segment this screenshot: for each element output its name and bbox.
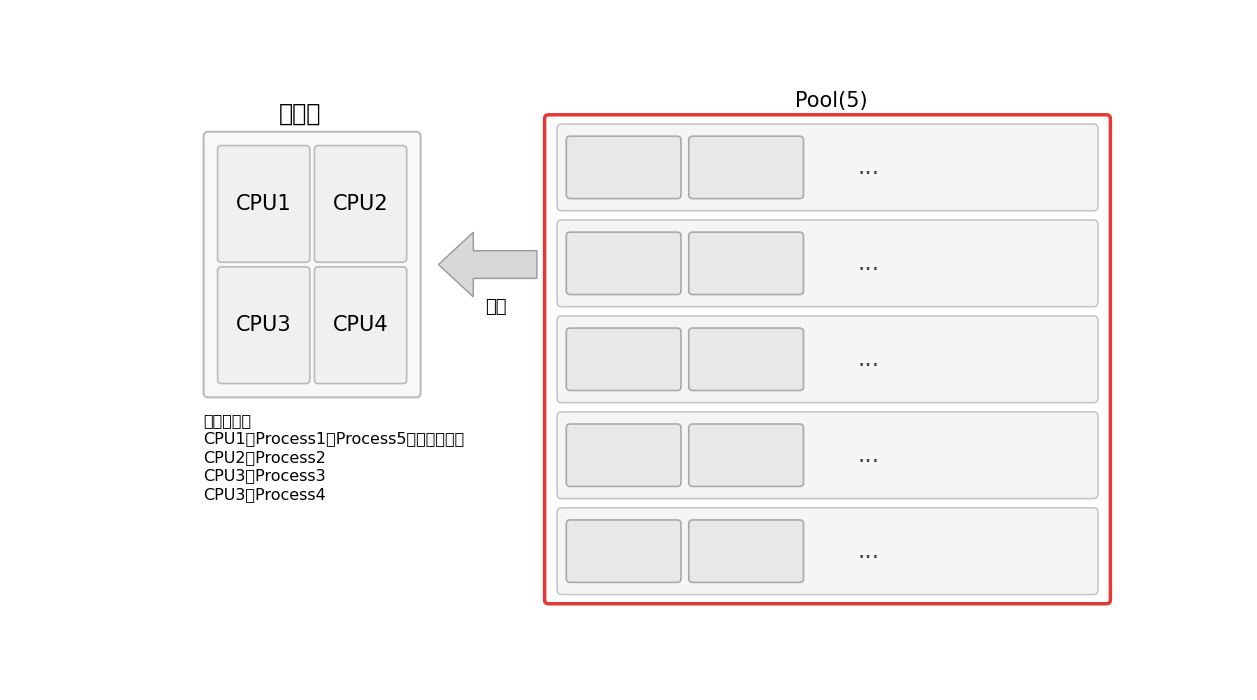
Text: CPU3：Process4: CPU3：Process4 <box>204 486 327 502</box>
FancyBboxPatch shape <box>557 316 1097 402</box>
Text: Process 3: Process 3 <box>585 350 664 368</box>
Text: CPU3: CPU3 <box>236 315 292 335</box>
FancyBboxPatch shape <box>557 124 1097 211</box>
Text: Process 4: Process 4 <box>585 446 664 464</box>
FancyBboxPatch shape <box>544 115 1110 603</box>
Text: CPU4: CPU4 <box>333 315 388 335</box>
FancyBboxPatch shape <box>567 424 681 486</box>
Text: Process 2: Process 2 <box>585 254 664 272</box>
Text: Process
10: Process 10 <box>714 531 778 571</box>
FancyBboxPatch shape <box>557 412 1097 498</box>
Text: Process 6: Process 6 <box>706 158 786 176</box>
Text: 分配规则：: 分配规则： <box>204 413 251 428</box>
Text: ...: ... <box>857 539 880 564</box>
Text: Process 7: Process 7 <box>706 254 786 272</box>
Text: CPU2: CPU2 <box>333 194 388 214</box>
FancyBboxPatch shape <box>204 132 421 398</box>
Text: CPU1: CPU1 <box>236 194 292 214</box>
FancyBboxPatch shape <box>567 136 681 199</box>
FancyBboxPatch shape <box>689 136 803 199</box>
FancyBboxPatch shape <box>689 232 803 295</box>
FancyBboxPatch shape <box>557 508 1097 594</box>
Text: Process 5: Process 5 <box>585 542 664 560</box>
Text: ...: ... <box>857 251 880 275</box>
FancyBboxPatch shape <box>567 232 681 295</box>
Text: ...: ... <box>857 347 880 371</box>
Text: Process 9: Process 9 <box>706 446 786 464</box>
Text: ...: ... <box>857 443 880 467</box>
Text: 处理器: 处理器 <box>279 102 322 125</box>
FancyBboxPatch shape <box>217 146 309 262</box>
Text: Process 8: Process 8 <box>706 350 786 368</box>
Text: ...: ... <box>857 155 880 179</box>
FancyBboxPatch shape <box>689 328 803 391</box>
Text: Process 1: Process 1 <box>585 158 664 176</box>
FancyBboxPatch shape <box>567 328 681 391</box>
Text: CPU3：Process3: CPU3：Process3 <box>204 468 327 483</box>
FancyBboxPatch shape <box>689 424 803 486</box>
FancyBboxPatch shape <box>314 146 407 262</box>
FancyBboxPatch shape <box>567 520 681 582</box>
FancyBboxPatch shape <box>314 267 407 384</box>
Text: CPU1：Process1、Process5（分时处理）: CPU1：Process1、Process5（分时处理） <box>204 431 465 447</box>
Polygon shape <box>439 232 537 297</box>
Text: 分配: 分配 <box>485 298 507 316</box>
FancyBboxPatch shape <box>557 220 1097 307</box>
FancyBboxPatch shape <box>689 520 803 582</box>
FancyBboxPatch shape <box>217 267 309 384</box>
Text: Pool(5): Pool(5) <box>796 91 867 111</box>
Text: CPU2：Process2: CPU2：Process2 <box>204 450 327 465</box>
